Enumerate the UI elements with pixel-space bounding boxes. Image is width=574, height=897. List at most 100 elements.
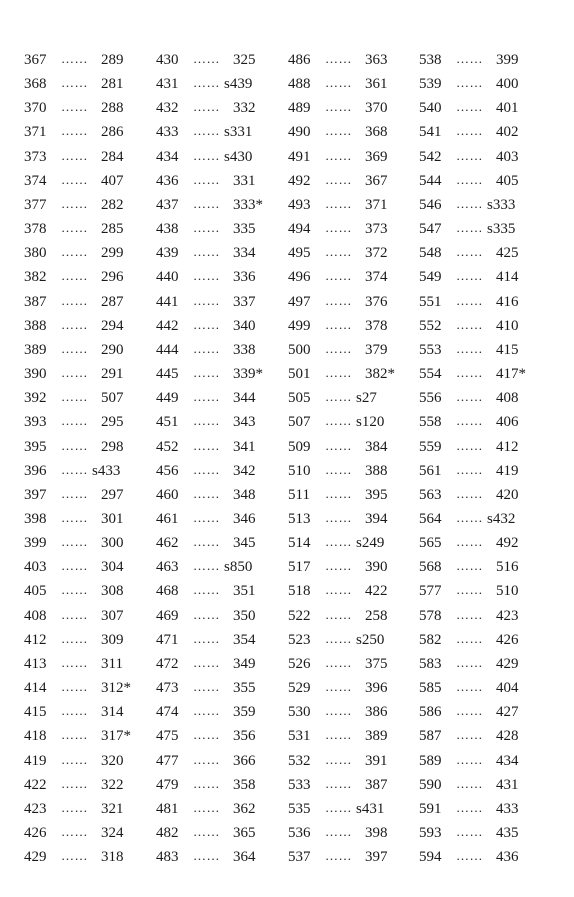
index-entry: 578 …… 423 bbox=[419, 604, 549, 628]
entry-reference: s333 bbox=[487, 196, 516, 213]
leader-dots: …… bbox=[456, 268, 483, 284]
index-entry: 559 …… 412 bbox=[419, 435, 549, 459]
entry-reference: 384 bbox=[365, 438, 388, 455]
entry-number: 589 bbox=[419, 752, 442, 769]
leader-dots: …… bbox=[61, 437, 88, 453]
index-entry: 367 …… 289 bbox=[24, 48, 154, 72]
leader-dots: …… bbox=[325, 244, 352, 260]
entry-reference: 422 bbox=[365, 583, 388, 600]
entry-number: 583 bbox=[419, 655, 442, 672]
leader-dots: …… bbox=[456, 679, 483, 695]
entry-number: 497 bbox=[288, 293, 311, 310]
entry-reference: 414 bbox=[496, 269, 519, 286]
leader-dots: …… bbox=[325, 437, 352, 453]
index-entry: 422 …… 322 bbox=[24, 773, 154, 797]
leader-dots: …… bbox=[456, 630, 483, 646]
entry-number: 556 bbox=[419, 390, 442, 407]
entry-number: 419 bbox=[24, 752, 47, 769]
entry-number: 511 bbox=[288, 486, 310, 503]
leader-dots: …… bbox=[61, 654, 88, 670]
entry-number: 565 bbox=[419, 535, 442, 552]
entry-reference: 435 bbox=[496, 825, 519, 841]
leader-dots: …… bbox=[456, 824, 483, 839]
index-entry: 593 …… 435 bbox=[419, 821, 549, 845]
leader-dots: …… bbox=[325, 824, 352, 839]
leader-dots: …… bbox=[456, 485, 483, 501]
entry-reference: 309 bbox=[101, 631, 124, 648]
entry-number: 549 bbox=[419, 269, 442, 286]
leader-dots: …… bbox=[456, 75, 483, 91]
index-entry: 518 …… 422 bbox=[288, 579, 418, 603]
index-entry: 548 …… 425 bbox=[419, 241, 549, 265]
leader-dots: …… bbox=[456, 147, 483, 163]
index-entry: 444 …… 338 bbox=[156, 338, 286, 362]
entry-number: 507 bbox=[288, 414, 311, 431]
entry-reference: 426 bbox=[496, 631, 519, 648]
entry-number: 494 bbox=[288, 221, 311, 238]
leader-dots: …… bbox=[193, 171, 220, 187]
index-entry: 540 …… 401 bbox=[419, 96, 549, 120]
leader-dots: …… bbox=[61, 365, 88, 381]
index-entry: 432 …… 332 bbox=[156, 96, 286, 120]
index-entry: 413 …… 311 bbox=[24, 652, 154, 676]
entry-reference: 397 bbox=[365, 849, 388, 866]
entry-number: 493 bbox=[288, 196, 311, 213]
index-column-3: 486 …… 363 488 …… 361 489 …… 370 490 …… 368 491 …… 369… bbox=[288, 48, 418, 869]
index-entry: 374 …… 407 bbox=[24, 169, 154, 193]
entry-reference: 425 bbox=[496, 245, 519, 262]
entry-number: 491 bbox=[288, 148, 311, 165]
leader-dots: …… bbox=[61, 340, 88, 356]
entry-reference: s439 bbox=[224, 76, 253, 93]
leader-dots: …… bbox=[193, 244, 220, 260]
entry-number: 558 bbox=[419, 414, 442, 431]
entry-reference: 359 bbox=[233, 704, 256, 721]
entry-reference: 324 bbox=[101, 825, 124, 841]
index-entry: 472 …… 349 bbox=[156, 652, 286, 676]
leader-dots: …… bbox=[325, 268, 352, 284]
entry-reference: 382* bbox=[365, 366, 395, 383]
index-entry: 445 …… 339* bbox=[156, 362, 286, 386]
entry-number: 523 bbox=[288, 631, 311, 648]
entry-number: 509 bbox=[288, 438, 311, 455]
entry-reference: 420 bbox=[496, 486, 519, 503]
entry-number: 430 bbox=[156, 52, 179, 68]
entry-reference: 405 bbox=[496, 172, 519, 189]
entry-reference: 412 bbox=[496, 438, 519, 455]
entry-reference: 301 bbox=[101, 510, 124, 527]
index-entry: 587 …… 428 bbox=[419, 724, 549, 748]
leader-dots: …… bbox=[325, 340, 352, 356]
entry-reference: 389 bbox=[365, 728, 388, 745]
leader-dots: …… bbox=[61, 824, 88, 839]
index-entry: 594 …… 436 bbox=[419, 845, 549, 869]
entry-number: 414 bbox=[24, 680, 47, 697]
entry-number: 461 bbox=[156, 510, 179, 527]
index-entry: 486 …… 363 bbox=[288, 48, 418, 72]
leader-dots: …… bbox=[193, 824, 220, 839]
leader-dots: …… bbox=[193, 582, 220, 598]
entry-number: 462 bbox=[156, 535, 179, 552]
entry-number: 408 bbox=[24, 607, 47, 624]
entry-number: 537 bbox=[288, 849, 311, 866]
index-entry: 509 …… 384 bbox=[288, 435, 418, 459]
index-entry: 373 …… 284 bbox=[24, 145, 154, 169]
index-entry: 395 …… 298 bbox=[24, 435, 154, 459]
leader-dots: …… bbox=[193, 799, 220, 815]
leader-dots: …… bbox=[61, 703, 88, 719]
entry-number: 374 bbox=[24, 172, 47, 189]
entry-reference: 395 bbox=[365, 486, 388, 503]
leader-dots: …… bbox=[61, 99, 88, 115]
entry-reference: 322 bbox=[101, 776, 124, 793]
leader-dots: …… bbox=[193, 75, 220, 91]
entry-reference: 345 bbox=[233, 535, 256, 552]
leader-dots: …… bbox=[456, 582, 483, 598]
leader-dots: …… bbox=[456, 703, 483, 719]
leader-dots: …… bbox=[61, 413, 88, 429]
leader-dots: …… bbox=[456, 389, 483, 405]
index-entry: 414 …… 312* bbox=[24, 676, 154, 700]
leader-dots: …… bbox=[193, 654, 220, 670]
leader-dots: …… bbox=[61, 534, 88, 550]
index-entry: 408 …… 307 bbox=[24, 604, 154, 628]
index-entry: 529 …… 396 bbox=[288, 676, 418, 700]
entry-reference: 436 bbox=[496, 849, 519, 866]
entry-number: 489 bbox=[288, 100, 311, 117]
